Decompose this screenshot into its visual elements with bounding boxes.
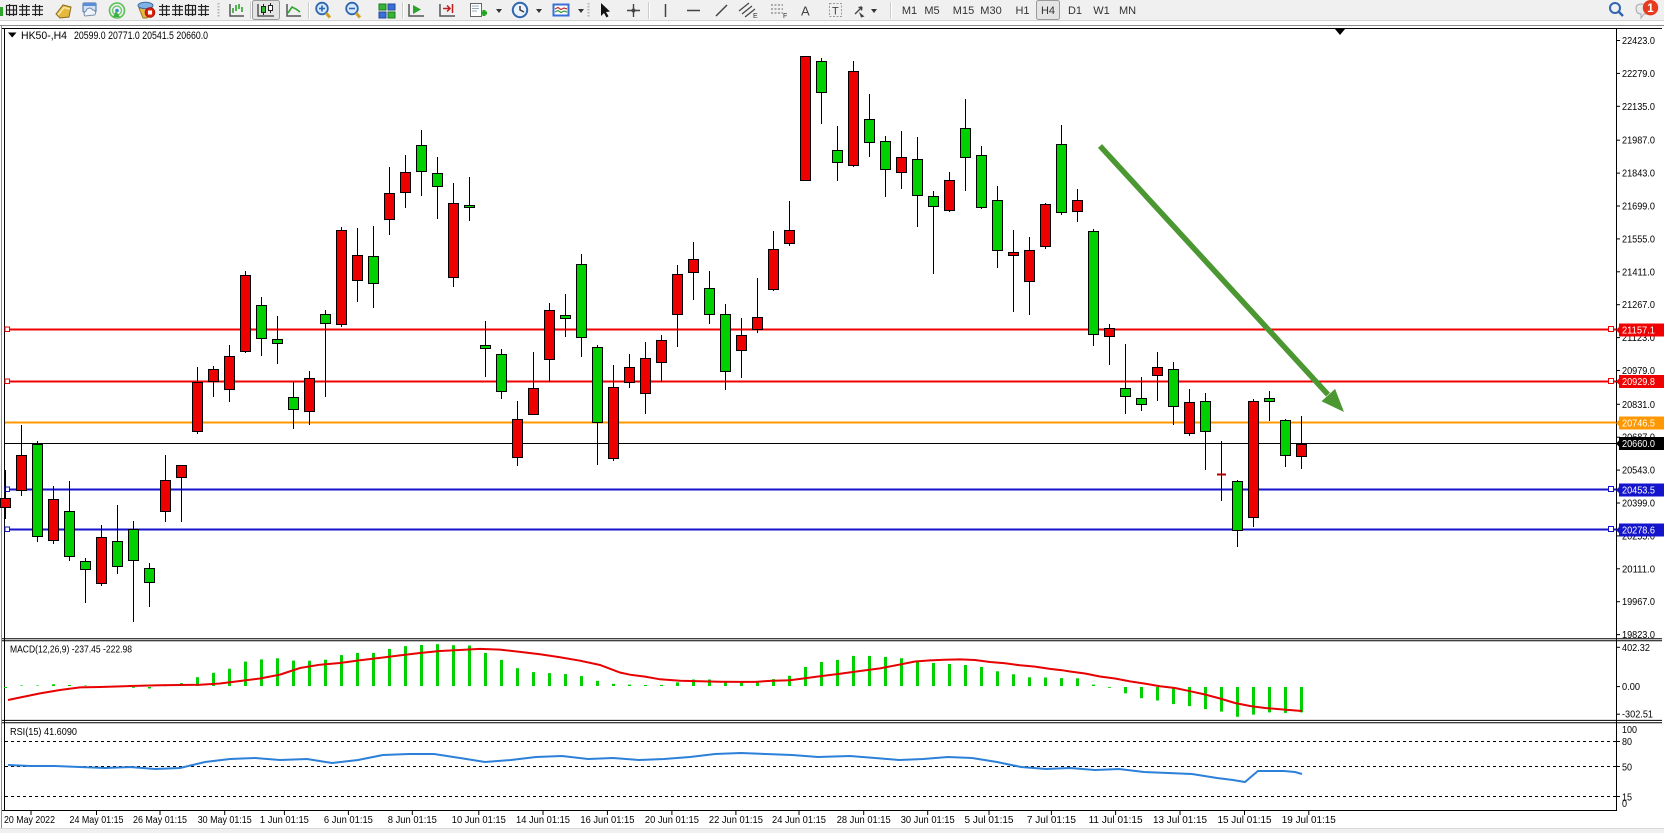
svg-text:H1: H1 — [1015, 5, 1029, 17]
svg-text:0: 0 — [1622, 798, 1627, 810]
svg-text:20453.5: 20453.5 — [1622, 485, 1655, 497]
svg-text:20399.0: 20399.0 — [1622, 498, 1655, 510]
svg-text:20543.0: 20543.0 — [1622, 465, 1655, 477]
svg-text:20 May 2022: 20 May 2022 — [4, 814, 55, 826]
svg-text:21555.0: 21555.0 — [1622, 233, 1655, 245]
svg-text:21411.0: 21411.0 — [1622, 266, 1655, 278]
svg-text:20 Jun 01:15: 20 Jun 01:15 — [645, 814, 699, 826]
svg-text:M5: M5 — [924, 5, 939, 17]
svg-text:21157.1: 21157.1 — [1622, 325, 1655, 337]
svg-text:21267.0: 21267.0 — [1622, 299, 1655, 311]
svg-text:20278.6: 20278.6 — [1622, 525, 1655, 537]
svg-text:T: T — [832, 6, 839, 18]
svg-text:19823.0: 19823.0 — [1622, 629, 1655, 641]
svg-text:HK50-,H4: HK50-,H4 — [21, 30, 67, 42]
svg-text:-302.51: -302.51 — [1622, 709, 1653, 721]
svg-text:0.00: 0.00 — [1622, 681, 1640, 693]
svg-text:22 Jun 01:15: 22 Jun 01:15 — [709, 814, 763, 826]
svg-text:F: F — [783, 13, 787, 20]
svg-text:7 Jul 01:15: 7 Jul 01:15 — [1027, 814, 1076, 826]
svg-text:20831.0: 20831.0 — [1622, 399, 1655, 411]
svg-text:15 Jul 01:15: 15 Jul 01:15 — [1218, 814, 1272, 826]
svg-text:A: A — [801, 4, 810, 19]
svg-text:20599.0 20771.0 20541.5 20660.: 20599.0 20771.0 20541.5 20660.0 — [74, 30, 208, 42]
svg-text:5 Jul 01:15: 5 Jul 01:15 — [965, 814, 1014, 826]
svg-text:30 Jun 01:15: 30 Jun 01:15 — [901, 814, 955, 826]
svg-text:10 Jun 01:15: 10 Jun 01:15 — [452, 814, 506, 826]
svg-text:22135.0: 22135.0 — [1622, 101, 1655, 113]
svg-text:E: E — [753, 13, 758, 20]
svg-text:W1: W1 — [1093, 5, 1110, 17]
svg-text:14 Jun 01:15: 14 Jun 01:15 — [516, 814, 570, 826]
svg-text:21843.0: 21843.0 — [1622, 168, 1655, 180]
svg-text:20929.8: 20929.8 — [1622, 376, 1655, 388]
svg-text:1: 1 — [1647, 1, 1654, 15]
svg-text:80: 80 — [1622, 736, 1632, 748]
svg-text:30 May 01:15: 30 May 01:15 — [198, 814, 252, 826]
svg-text:19967.0: 19967.0 — [1622, 596, 1655, 608]
svg-text:402.32: 402.32 — [1622, 642, 1650, 654]
svg-text:22279.0: 22279.0 — [1622, 68, 1655, 80]
svg-text:24 May 01:15: 24 May 01:15 — [70, 814, 124, 826]
svg-text:20746.5: 20746.5 — [1622, 418, 1655, 430]
svg-text:RSI(15) 41.6090: RSI(15) 41.6090 — [10, 726, 77, 738]
svg-text:20660.0: 20660.0 — [1622, 438, 1655, 450]
svg-text:D1: D1 — [1068, 5, 1082, 17]
svg-text:50: 50 — [1622, 761, 1632, 773]
svg-text:MACD(12,26,9) -237.45 -222.98: MACD(12,26,9) -237.45 -222.98 — [10, 644, 132, 656]
svg-text:M1: M1 — [902, 5, 917, 17]
svg-text:11 Jul 01:15: 11 Jul 01:15 — [1089, 814, 1143, 826]
svg-text:20111.0: 20111.0 — [1622, 563, 1655, 575]
svg-text:MN: MN — [1119, 5, 1136, 17]
svg-text:16 Jun 01:15: 16 Jun 01:15 — [580, 814, 634, 826]
svg-text:26 May 01:15: 26 May 01:15 — [133, 814, 187, 826]
svg-text:20979.0: 20979.0 — [1622, 365, 1655, 377]
svg-text:6 Jun 01:15: 6 Jun 01:15 — [324, 814, 373, 826]
svg-text:19 Jul 01:15: 19 Jul 01:15 — [1282, 814, 1336, 826]
svg-text:22423.0: 22423.0 — [1622, 35, 1655, 47]
svg-text:M30: M30 — [980, 5, 1001, 17]
svg-text:28 Jun 01:15: 28 Jun 01:15 — [837, 814, 891, 826]
svg-text:21699.0: 21699.0 — [1622, 201, 1655, 213]
svg-text:M15: M15 — [953, 5, 974, 17]
svg-text:1 Jun 01:15: 1 Jun 01:15 — [260, 814, 309, 826]
svg-text:H4: H4 — [1041, 5, 1055, 17]
svg-text:21987.0: 21987.0 — [1622, 135, 1655, 147]
svg-text:100: 100 — [1622, 724, 1637, 736]
svg-text:15: 15 — [1622, 792, 1632, 804]
svg-text:13 Jul 01:15: 13 Jul 01:15 — [1153, 814, 1207, 826]
svg-text:24 Jun 01:15: 24 Jun 01:15 — [772, 814, 826, 826]
svg-text:8 Jun 01:15: 8 Jun 01:15 — [388, 814, 437, 826]
